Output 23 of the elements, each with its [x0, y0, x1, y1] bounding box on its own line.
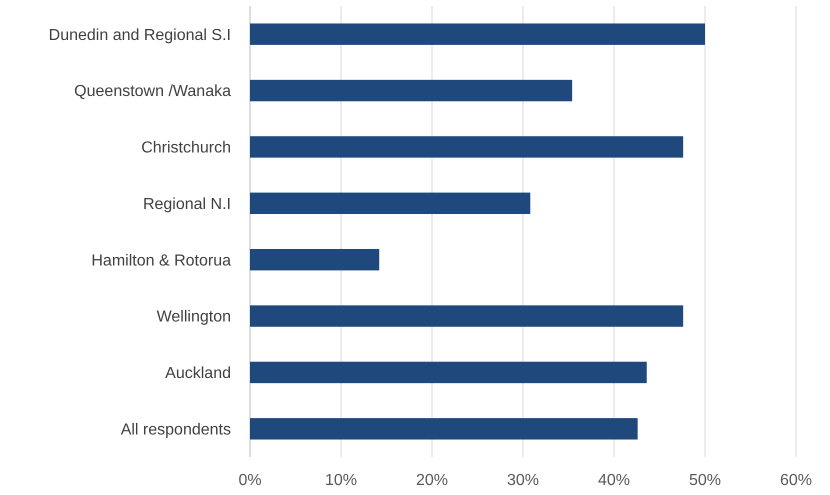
bar	[250, 248, 380, 270]
y-tick-label: All respondents	[120, 421, 231, 438]
x-tick-label: 50%	[688, 472, 722, 489]
bar	[250, 136, 684, 158]
x-tick-label: 20%	[416, 472, 448, 489]
x-tick-label: 0%	[238, 472, 262, 489]
bar	[250, 305, 684, 327]
y-tick-label: Wellington	[156, 308, 231, 326]
y-tick-label: Queenstown /Wanaka	[74, 83, 232, 100]
y-tick-label: Christchurch	[141, 140, 231, 157]
y-tick-label: Regional N.I	[142, 196, 231, 213]
bar	[250, 418, 638, 440]
x-tick-label: 40%	[598, 472, 630, 489]
x-tick-label: 30%	[506, 472, 540, 489]
bar	[250, 362, 647, 384]
x-tick-label: 60%	[780, 472, 812, 489]
y-tick-label: Dunedin and Regional S.I	[48, 26, 231, 44]
y-tick-label: Auckland	[165, 365, 231, 382]
bar	[250, 192, 530, 214]
y-tick-label: Hamilton & Rotorua	[91, 252, 232, 270]
bar	[250, 80, 572, 102]
bar	[250, 23, 705, 45]
x-tick-label: 10%	[324, 472, 358, 489]
